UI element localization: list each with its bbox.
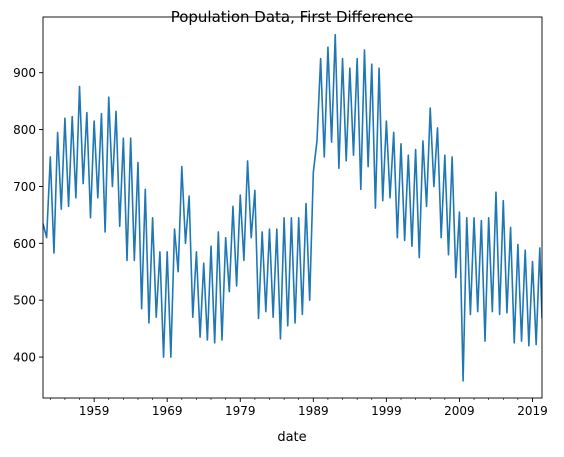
x-tick-label: 1959 — [79, 404, 110, 418]
x-axis: 1959 1969 1979 1989 1999 2009 2019 — [50, 398, 548, 418]
y-axis: 400 500 600 700 800 900 — [13, 66, 43, 365]
y-tick-label: 600 — [13, 237, 36, 251]
x-axis-label: date — [277, 430, 306, 445]
series-line-0 — [43, 33, 542, 382]
x-tick-label: 1999 — [371, 404, 402, 418]
y-tick-label: 700 — [13, 180, 36, 194]
x-tick-label: 2009 — [444, 404, 475, 418]
y-tick-label: 800 — [13, 123, 36, 137]
y-tick-label: 900 — [13, 66, 36, 80]
x-tick-label: 2019 — [517, 404, 548, 418]
y-tick-label: 500 — [13, 294, 36, 308]
x-tick-label: 1969 — [152, 404, 183, 418]
plot-area — [43, 33, 542, 382]
x-tick-label: 1979 — [225, 404, 256, 418]
axes-frame — [42, 16, 543, 399]
y-tick-label: 400 — [13, 351, 36, 365]
x-tick-label: 1989 — [298, 404, 329, 418]
